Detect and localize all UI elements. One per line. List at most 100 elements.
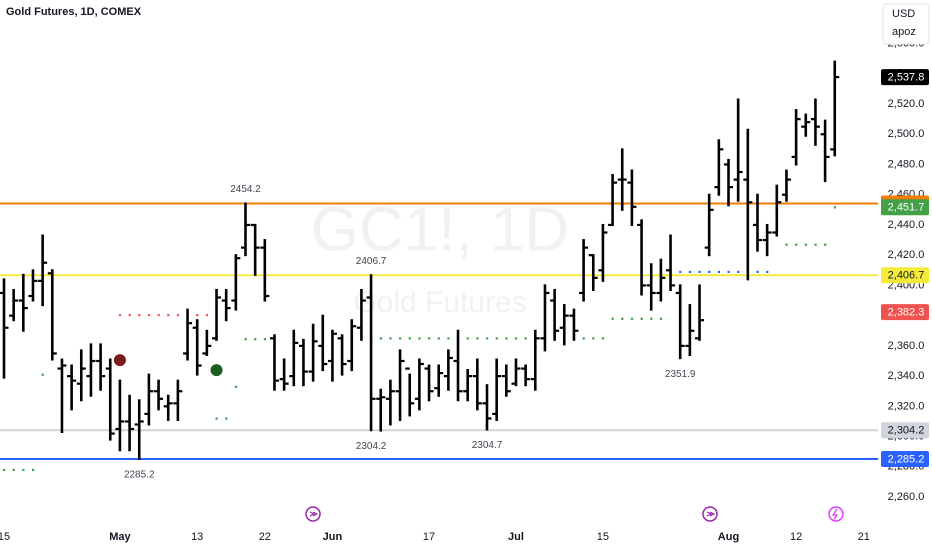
chart-title: Gold Futures, 1D, COMEX: [6, 6, 142, 18]
currency: USD: [892, 8, 915, 20]
indicator-dot: [688, 270, 692, 274]
event-icon-glyph: [309, 511, 319, 517]
price-annotation: 2285.2: [124, 470, 155, 481]
currency-box: [882, 3, 930, 45]
indicator-dot: [167, 314, 170, 317]
indicator-dot: [766, 270, 769, 274]
price-label-box: [881, 422, 929, 439]
price-label-box: [881, 267, 929, 284]
price-label: 2,304.2: [888, 425, 925, 437]
x-tick-label: 17: [423, 531, 435, 543]
event-icon[interactable]: [828, 506, 844, 522]
price-label: 2,451.7: [888, 202, 925, 214]
indicator-dot: [225, 417, 228, 420]
price-label-box: [881, 69, 929, 86]
event-icons: [305, 506, 844, 522]
price-label-box: [881, 199, 929, 216]
price-label: 2,285.2: [888, 453, 925, 465]
watermark: GC1!, 1D Gold Futures: [311, 195, 569, 319]
indicator-dot: [254, 338, 257, 341]
x-tick-label: Jul: [508, 531, 524, 543]
event-icon-glyph: [831, 508, 839, 520]
y-tick-label: 2,420.0: [888, 249, 925, 261]
y-tick-label: 2,440.0: [888, 219, 925, 231]
indicator-dot: [408, 337, 411, 340]
indicator-dot: [592, 337, 595, 340]
indicator-dot: [524, 337, 527, 340]
account: apoz: [892, 26, 916, 38]
event-icon[interactable]: [702, 506, 718, 522]
indicator-dot: [31, 468, 35, 472]
y-tick-label: 2,320.0: [888, 400, 925, 412]
price-annotation: 2304.7: [472, 440, 503, 451]
price-label: 2,382.3: [888, 307, 925, 319]
indicator-dot: [804, 243, 807, 246]
y-tick-label: 2,480.0: [888, 158, 925, 170]
indicator-dot: [640, 317, 643, 320]
plot-area: 2454.2 2406.7 2304.2 2304.7 2285.2 2351.9: [0, 60, 878, 481]
indicator-dot: [3, 468, 6, 472]
indicator-dot: [698, 270, 701, 274]
indicator-dot: [814, 243, 817, 246]
indicator-dot: [476, 337, 479, 340]
watermark-name: Gold Futures: [353, 286, 526, 319]
price-label-box: [881, 304, 929, 321]
indicator-dot: [650, 317, 653, 320]
price-annotation: 2454.2: [230, 184, 261, 195]
indicator-dot: [447, 337, 450, 340]
indicator-dot: [466, 337, 469, 340]
price-annotation: 2406.7: [356, 256, 387, 267]
event-icon[interactable]: [305, 506, 321, 522]
y-tick-label: 2,260.0: [888, 491, 925, 503]
indicator-dot: [514, 337, 518, 340]
x-tick-label: Jun: [323, 531, 343, 543]
indicator-dot: [428, 337, 431, 340]
indicator-dot: [215, 417, 218, 420]
price-label-box: [881, 450, 929, 467]
indicator-dot: [379, 337, 382, 340]
watermark-symbol: GC1!, 1D: [311, 195, 569, 264]
indicator-dot: [234, 385, 238, 388]
x-tick-label: 15: [0, 531, 10, 543]
indicator-dot: [138, 314, 141, 317]
indicator-dot: [22, 468, 25, 472]
indicator-dot: [727, 270, 730, 274]
indicator-dot: [176, 314, 180, 317]
indicator-dot: [611, 317, 614, 320]
x-tick-label: Aug: [718, 531, 739, 543]
indicator-dot: [756, 270, 759, 274]
price-label: 2,406.7: [888, 270, 925, 282]
price-label: 2,537.8: [888, 72, 925, 84]
indicator-dot: [708, 270, 711, 274]
indicator-dot: [205, 314, 209, 317]
indicator-dot: [437, 337, 440, 340]
x-tick-label: May: [109, 531, 131, 543]
indicator-dot: [824, 243, 827, 246]
indicator-dot: [621, 317, 624, 320]
indicator-dot: [717, 270, 721, 274]
indicator-dot: [737, 270, 740, 274]
indicator-dot: [128, 314, 131, 317]
indicator-dot: [795, 243, 798, 246]
x-tick-label: 12: [790, 531, 802, 543]
indicator-dot: [601, 337, 605, 340]
indicator-dot: [41, 373, 44, 376]
indicator-dot: [659, 317, 663, 320]
indicator-dot: [582, 337, 585, 340]
indicator-dot: [157, 314, 160, 317]
x-tick-label: 22: [259, 531, 271, 543]
indicator-dot: [147, 314, 151, 317]
y-tick-label: 2,360.0: [888, 340, 925, 352]
y-tick-label: 2,520.0: [888, 98, 925, 110]
indicator-dot: [418, 337, 421, 340]
indicator-dot: [495, 337, 498, 340]
x-tick-label: 15: [597, 531, 609, 543]
indicator-dot: [833, 206, 836, 209]
indicator-dot: [399, 337, 402, 340]
y-tick-label: 2,340.0: [888, 370, 925, 382]
indicator-dot: [505, 337, 508, 340]
price-annotation: 2351.9: [665, 369, 696, 380]
y-tick-label: 2,500.0: [888, 128, 925, 140]
indicator-dot: [244, 338, 247, 341]
